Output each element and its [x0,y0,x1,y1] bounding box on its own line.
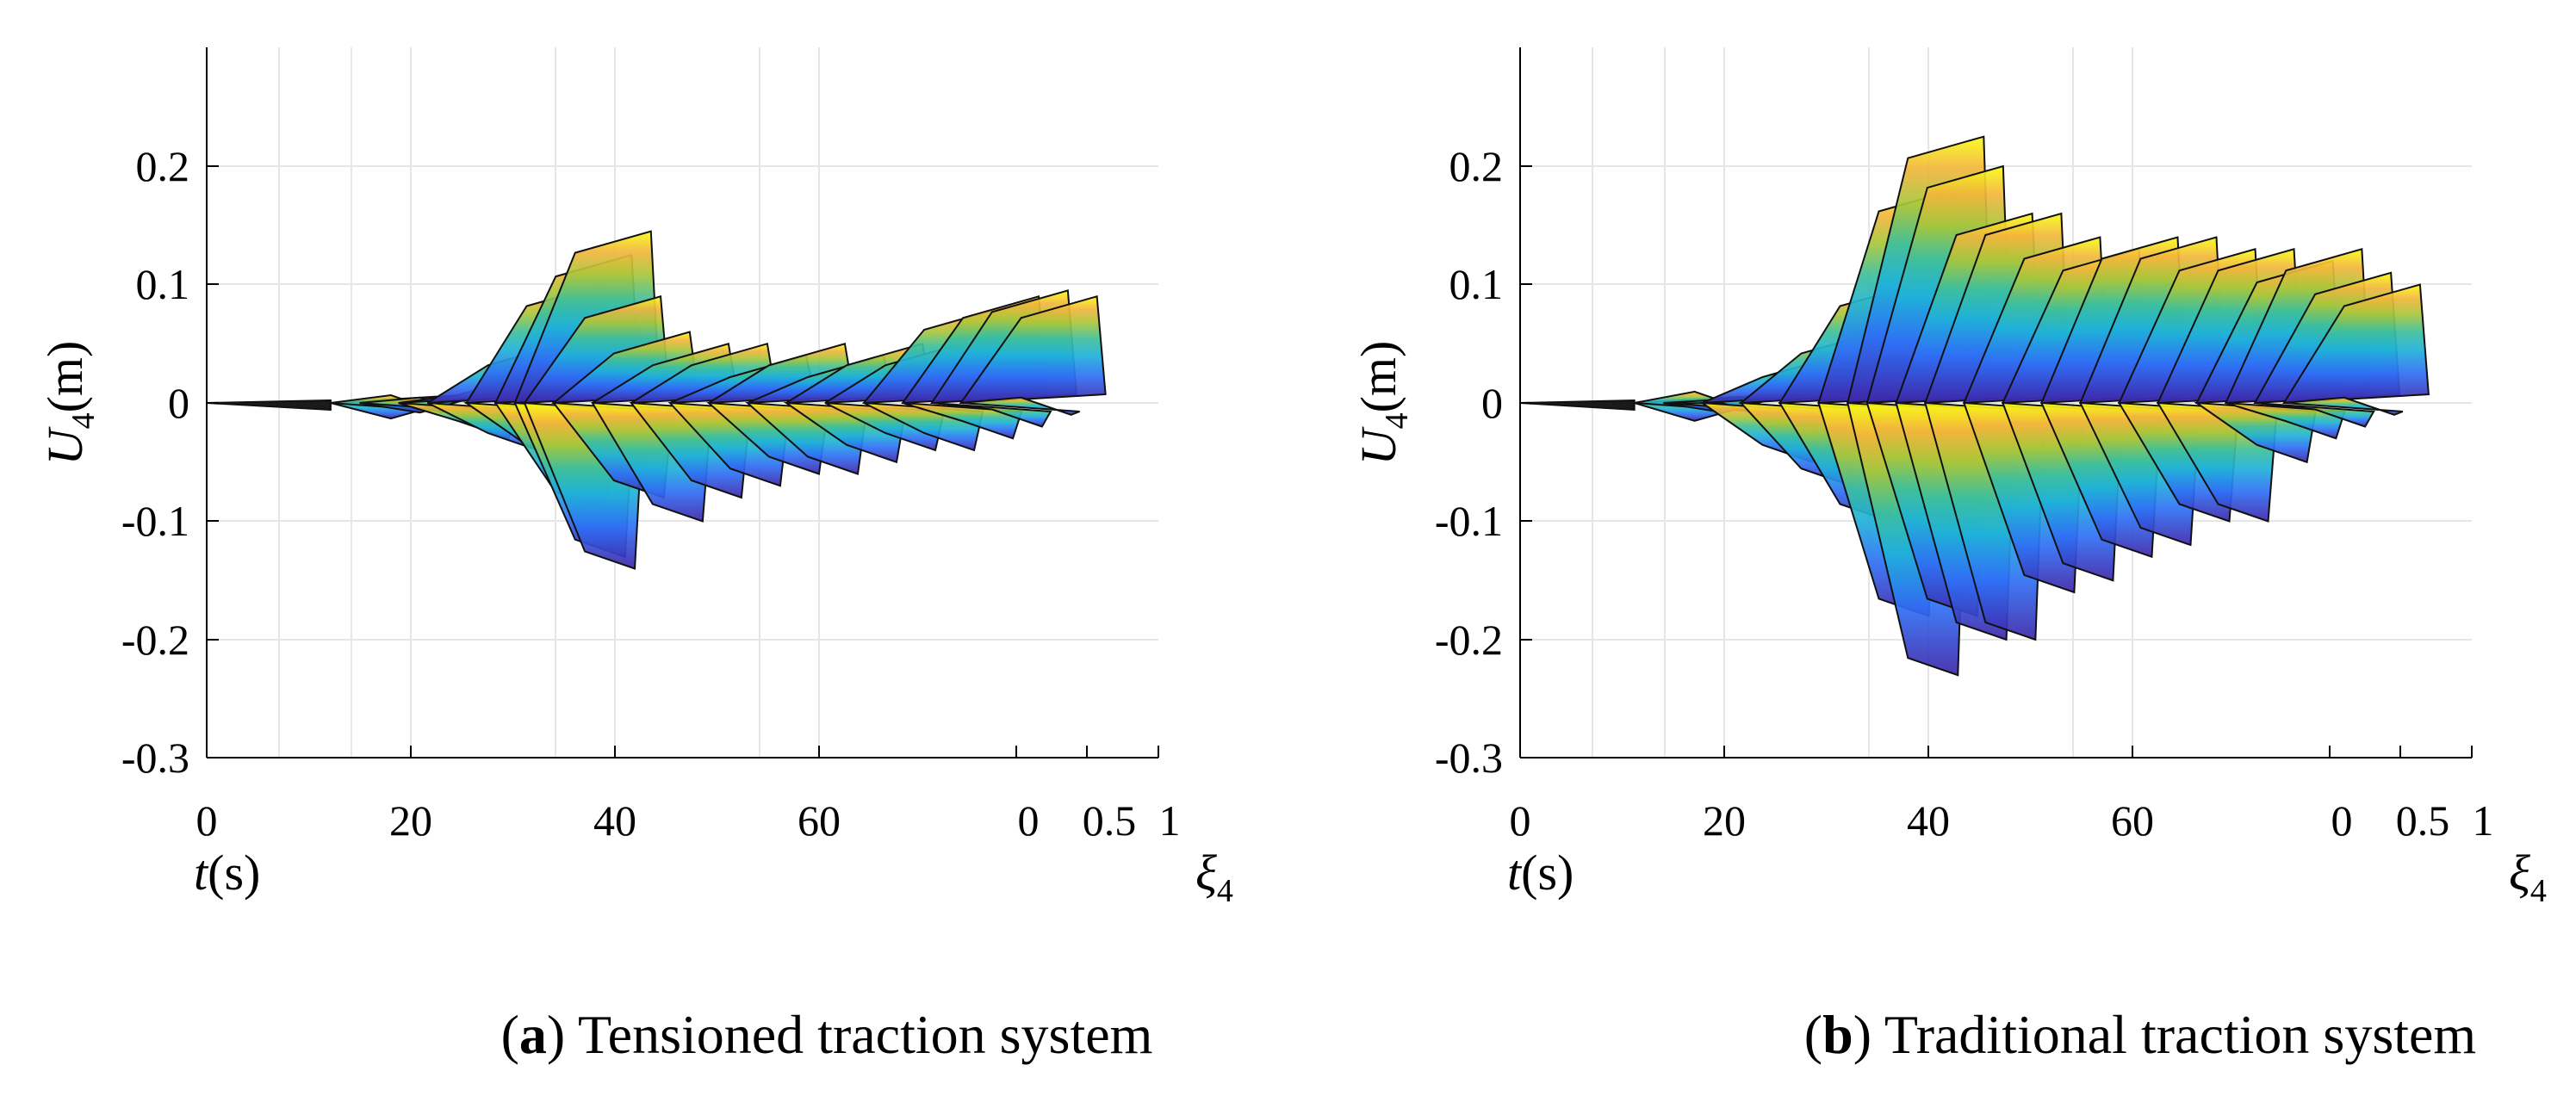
t-tick-label: 0 [196,796,218,845]
y-tick-label: -0.1 [121,497,189,545]
y-axis-label: U4(m) [37,341,102,466]
t-axis-label: t(s) [1507,845,1574,901]
t-tick-label: 20 [1703,796,1746,845]
y-tick-label: 0.2 [136,142,190,190]
t-tick-label: 60 [798,796,841,845]
y-tick-label: -0.3 [121,734,189,782]
surface-ridge-lower [931,402,1052,428]
panel-b: 0.2 0.1 0 -0.1 -0.2 -0.3 0 20 40 60 0 0.… [1350,47,2547,1065]
xi-tick-labels: 0 0.5 1 [2331,796,2494,845]
t-tick-label: 40 [1907,796,1950,845]
t-tick-label: 60 [2111,796,2154,845]
surface-ridge-upper [959,294,1107,405]
y-tick-label: 0.1 [136,260,190,308]
y-tick-marks [1520,165,1532,759]
surface-ridges [1519,135,2430,677]
surface-ridges [206,230,1107,570]
t-tick-label: 20 [389,796,432,845]
xi-tick-label: 0.5 [2396,796,2450,845]
panel-a: 0.2 0.1 0 -0.1 -0.2 -0.3 0 20 40 60 0 0.… [37,47,1233,1065]
xi-tick-labels: 0 0.5 1 [1018,796,1181,845]
xi-axis-label: ξ4 [2509,845,2547,909]
surface-ridge-lower [960,396,1080,416]
t-tick-label: 0 [1510,796,1531,845]
y-tick-label: -0.3 [1435,734,1503,782]
xi-axis-label: ξ4 [1195,845,1233,909]
t-tick-marks [1519,746,2133,758]
xi-tick-marks [2329,746,2473,758]
y-tick-label: -0.1 [1435,497,1503,545]
y-tick-label: -0.2 [121,616,189,664]
xi-tick-label: 1 [2473,796,2494,845]
t-tick-label: 40 [593,796,636,845]
t-tick-labels: 0 20 40 60 [1510,796,2155,845]
surface-flat-tail [206,399,332,412]
xi-tick-label: 0 [1018,796,1040,845]
y-tick-label: -0.2 [1435,616,1503,664]
y-tick-label: 0.2 [1449,142,1504,190]
surface-flat-tail [1519,399,1636,412]
y-tick-label: 0 [1481,379,1503,427]
surface-ridge-lower [2255,402,2375,428]
xi-tick-label: 1 [1159,796,1181,845]
surface-ridge-lower [2283,396,2404,416]
surface-ridge-upper [2282,283,2430,405]
t-tick-labels: 0 20 40 60 [196,796,841,845]
xi-tick-marks [1015,746,1159,758]
xi-tick-label: 0.5 [1083,796,1137,845]
caption-a: (a) Tensioned traction system [501,1004,1153,1065]
y-tick-labels: 0.2 0.1 0 -0.1 -0.2 -0.3 [1435,142,1503,782]
t-tick-marks [206,746,820,758]
caption-b: (b) Traditional traction system [1804,1004,2476,1065]
y-tick-label: 0 [168,379,189,427]
t-axis-label: t(s) [194,845,260,901]
y-tick-marks [207,165,219,759]
y-axis-label: U4(m) [1350,341,1415,466]
y-tick-label: 0.1 [1449,260,1504,308]
xi-tick-label: 0 [2331,796,2353,845]
y-tick-labels: 0.2 0.1 0 -0.1 -0.2 -0.3 [121,142,189,782]
